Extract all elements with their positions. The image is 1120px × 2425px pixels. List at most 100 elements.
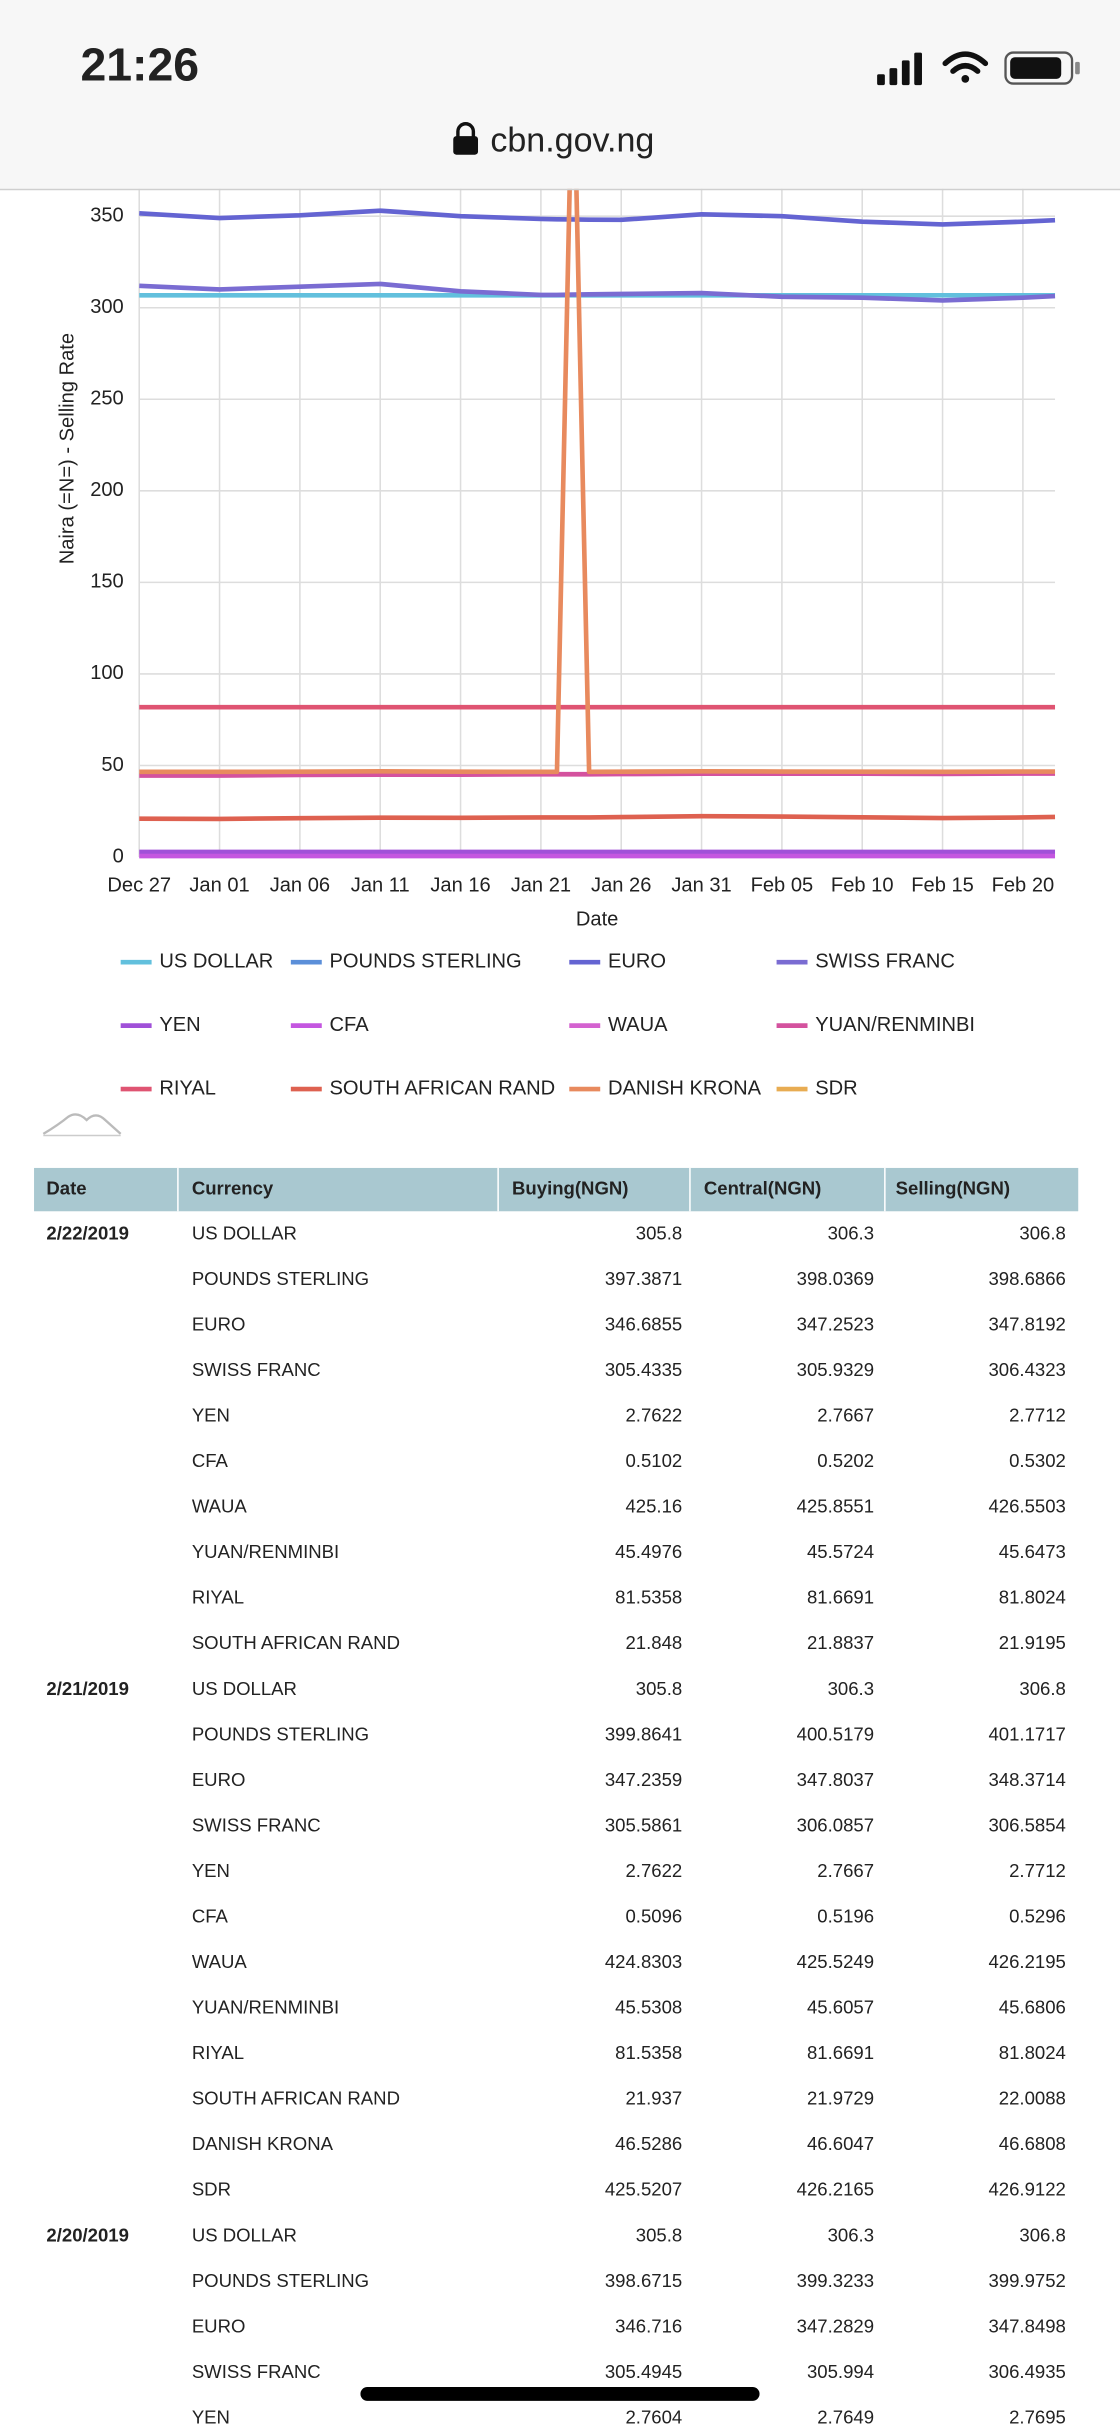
x-tick-label: Jan 11 [351,875,410,897]
table-header-cell: Central(NGN) [704,1178,821,1199]
rate-cell: 398.0369 [797,1268,874,1289]
rate-cell: 81.8024 [999,2042,1066,2063]
battery-icon [1004,51,1080,85]
rate-cell: 306.4323 [988,1359,1065,1380]
rate-cell: 398.6866 [988,1268,1065,1289]
currency-cell: YUAN/RENMINBI [192,1541,339,1562]
rate-cell: 306.5854 [988,1814,1065,1835]
rate-cell: 21.937 [625,2088,682,2109]
rate-cell: 46.6047 [807,2133,874,2154]
rate-cell: 45.6806 [999,1997,1066,2018]
legend-label: YEN [159,1014,200,1036]
currency-cell: SWISS FRANC [192,1359,321,1380]
rate-cell: 81.6691 [807,1587,874,1608]
rate-cell: 347.2359 [605,1769,682,1790]
y-tick-label: 250 [90,388,124,410]
rate-cell: 305.9329 [797,1359,874,1380]
rate-cell: 305.8 [636,1222,682,1243]
currency-cell: EURO [192,2315,246,2336]
address-url[interactable]: cbn.gov.ng [490,121,654,159]
legend-label: POUNDS STERLING [330,951,522,973]
rate-cell: 2.7622 [625,1860,682,1881]
currency-cell: EURO [192,1313,246,1334]
currency-cell: US DOLLAR [192,2224,297,2245]
rate-cell: 424.8303 [605,1951,682,1972]
plot-lines [139,188,1056,859]
browser-header: 21:26 cbn.gov.ng [0,0,1120,191]
rate-cell: 0.5096 [625,1906,682,1927]
currency-cell: YEN [192,2406,230,2425]
rate-cell: 2.7712 [1009,1860,1066,1881]
rate-cell: 81.6691 [807,2042,874,2063]
rate-cell: 45.6057 [807,1997,874,2018]
currency-cell: SOUTH AFRICAN RAND [192,2088,400,2109]
rate-cell: 306.3 [828,2224,874,2245]
currency-cell: POUNDS STERLING [192,1268,369,1289]
rate-cell: 397.3871 [605,1268,682,1289]
legend-label: US DOLLAR [159,951,273,973]
rate-cell: 400.5179 [797,1723,874,1744]
legend-label: EURO [608,951,666,973]
currency-cell: CFA [192,1906,229,1927]
rate-cell: 2.7695 [1009,2406,1066,2425]
rate-cell: 346.6855 [605,1313,682,1334]
chart-logo [42,1113,122,1135]
rates-table: Date Currency Buying(NGN) Central(NGN) Selli… [34,1167,1079,2425]
currency-cell: RIYAL [192,2042,244,2063]
y-tick-label: 0 [113,845,124,867]
rate-cell: 0.5302 [1009,1450,1066,1471]
rate-cell: 347.2829 [797,2315,874,2336]
rate-cell: 306.8 [1019,1678,1065,1699]
legend-label: YUAN/RENMINBI [815,1014,975,1036]
rate-cell: 306.4935 [988,2361,1065,2382]
currency-cell: US DOLLAR [192,1222,297,1243]
table-header-cell: Buying(NGN) [512,1178,628,1199]
currency-cell: SWISS FRANC [192,2361,321,2382]
rate-cell: 401.1717 [988,1723,1065,1744]
rate-cell: 398.6715 [605,2270,682,2291]
date-cell: 2/22/2019 [46,1222,129,1243]
currency-cell: RIYAL [192,1587,244,1608]
rate-cell: 306.8 [1019,1222,1065,1243]
currency-cell: SWISS FRANC [192,1814,321,1835]
x-tick-label: Feb 10 [831,875,894,897]
rate-cell: 306.3 [828,1222,874,1243]
header-background [0,0,1120,189]
rate-cell: 305.4335 [605,1359,682,1380]
x-tick-label: Dec 27 [107,875,171,897]
currency-cell: US DOLLAR [192,1678,297,1699]
rate-cell: 425.5207 [605,2179,682,2200]
table-header-background [34,1167,1079,1212]
rate-cell: 305.994 [807,2361,874,2382]
y-tick-label: 300 [90,296,124,318]
rate-cell: 2.7622 [625,1405,682,1426]
rate-cell: 21.8837 [807,1632,874,1653]
rate-cell: 2.7667 [817,1860,874,1881]
home-indicator [360,2386,760,2401]
x-tick-label: Jan 16 [430,875,490,897]
x-tick-label: Feb 15 [911,875,974,897]
currency-cell: EURO [192,1769,246,1790]
x-axis-label: Date [576,909,618,931]
legend-label: SWISS FRANC [815,951,955,973]
rate-cell: 306.0857 [797,1814,874,1835]
rate-cell: 399.9752 [988,2270,1065,2291]
y-tick-label: 50 [101,754,123,776]
currency-cell: POUNDS STERLING [192,1723,369,1744]
currency-cell: YUAN/RENMINBI [192,1997,339,2018]
rate-cell: 425.8551 [797,1496,874,1517]
currency-cell: WAUA [192,1496,248,1517]
rate-cell: 426.2165 [797,2179,874,2200]
chart: 0 50 100 150 200 250 300 350 Dec 27 Jan 01 Jan 06 J… [56,188,1056,931]
rate-cell: 306.8 [1019,2224,1065,2245]
lock-icon [453,122,479,155]
legend-label: RIYAL [159,1077,216,1099]
rate-cell: 305.8 [636,2224,682,2245]
x-tick-label: Jan 01 [189,875,249,897]
date-cell: 2/20/2019 [46,2224,129,2245]
rate-cell: 425.16 [625,1496,682,1517]
rate-cell: 348.3714 [988,1769,1065,1790]
rate-cell: 305.8 [636,1678,682,1699]
